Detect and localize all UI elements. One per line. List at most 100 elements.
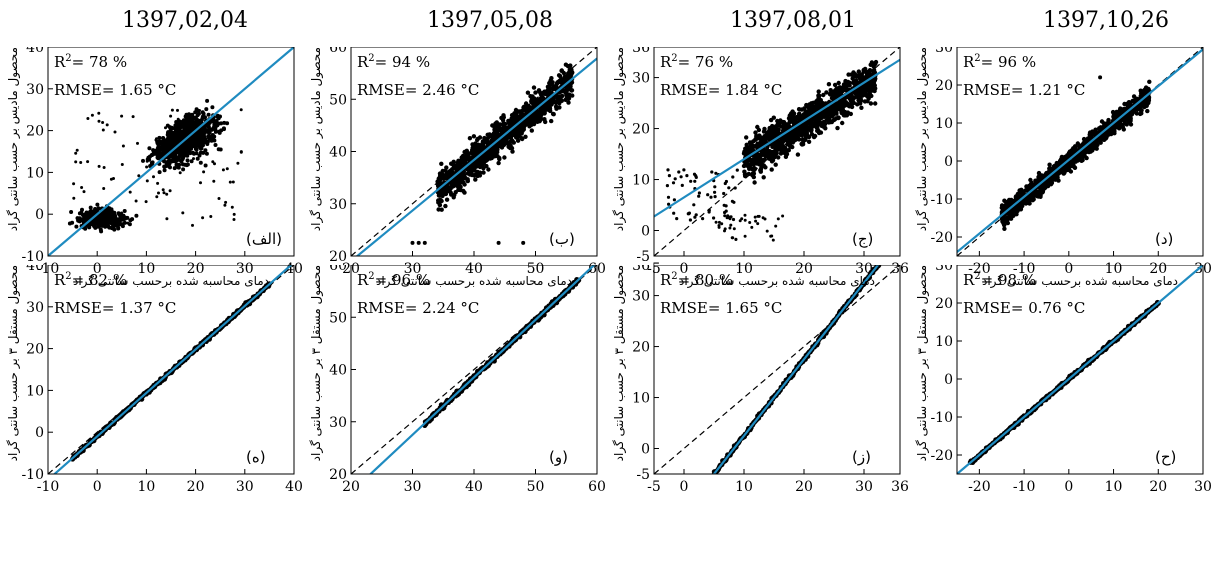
data-point xyxy=(858,98,863,103)
scatter-panel-1 xyxy=(48,47,294,256)
data-point xyxy=(864,86,869,91)
data-point xyxy=(753,153,759,158)
data-point xyxy=(161,136,166,141)
data-point xyxy=(560,93,565,99)
panel-label: (د) xyxy=(1155,230,1174,248)
data-point xyxy=(165,217,169,221)
data-point xyxy=(217,129,222,134)
data-point xyxy=(181,211,185,215)
scatter-panel-4 xyxy=(957,47,1203,256)
data-point xyxy=(701,217,705,221)
identity-line xyxy=(351,47,597,256)
data-point xyxy=(147,146,152,151)
data-point xyxy=(189,159,194,164)
y-tick-label: 0 xyxy=(641,224,650,240)
data-point xyxy=(162,148,166,152)
data-point xyxy=(1130,98,1135,104)
data-point xyxy=(191,223,194,227)
data-point xyxy=(130,217,135,222)
data-point xyxy=(730,236,734,240)
data-point xyxy=(169,125,174,130)
data-point xyxy=(82,190,86,194)
data-point xyxy=(856,69,861,74)
data-point xyxy=(199,117,204,122)
data-point xyxy=(801,114,806,119)
data-point xyxy=(196,111,201,116)
data-point xyxy=(836,80,841,86)
data-point xyxy=(199,181,202,185)
data-point xyxy=(832,82,838,88)
data-point xyxy=(1043,185,1048,190)
data-point xyxy=(1023,201,1029,206)
data-point xyxy=(826,82,832,87)
data-point xyxy=(123,216,127,221)
data-point xyxy=(460,156,466,161)
data-point xyxy=(1049,179,1054,184)
data-point xyxy=(828,92,833,97)
data-point xyxy=(156,140,161,145)
data-point xyxy=(846,94,852,99)
data-point xyxy=(145,165,149,169)
data-point xyxy=(69,210,74,214)
data-point xyxy=(680,183,684,187)
data-point xyxy=(524,109,529,114)
data-point xyxy=(516,134,521,139)
data-point xyxy=(169,154,174,159)
data-point xyxy=(507,141,512,146)
data-point xyxy=(193,110,198,115)
data-point xyxy=(136,141,139,145)
data-point xyxy=(72,196,76,200)
data-point xyxy=(117,222,122,227)
data-point xyxy=(667,202,671,206)
data-point xyxy=(765,229,769,233)
data-point xyxy=(156,156,161,161)
data-point xyxy=(491,153,496,159)
data-point xyxy=(157,170,162,175)
data-point xyxy=(522,123,528,128)
data-point xyxy=(773,162,778,167)
data-point xyxy=(74,224,79,229)
data-point xyxy=(176,108,179,112)
data-point xyxy=(484,163,489,169)
data-point xyxy=(550,111,556,117)
data-point xyxy=(471,134,477,139)
rmse-label: RMSE= 2.46 °C xyxy=(357,81,480,99)
data-point xyxy=(470,147,475,153)
r2-symbol: R xyxy=(357,53,369,71)
data-point xyxy=(110,210,115,215)
data-point xyxy=(176,134,180,138)
data-point xyxy=(1139,111,1144,116)
data-point xyxy=(206,112,211,117)
data-point xyxy=(861,69,866,74)
points-group xyxy=(410,62,575,245)
data-point xyxy=(410,240,415,245)
data-point xyxy=(464,152,469,157)
data-point xyxy=(164,126,167,130)
data-point xyxy=(1128,115,1133,120)
data-point xyxy=(203,163,208,168)
data-point xyxy=(771,238,775,242)
y-tick-label: 20 xyxy=(26,124,44,140)
data-point xyxy=(162,191,166,195)
data-point xyxy=(239,150,243,154)
data-point xyxy=(720,222,724,226)
data-point xyxy=(102,166,106,169)
points-group xyxy=(67,98,243,234)
data-point xyxy=(483,154,488,160)
data-point xyxy=(766,150,771,155)
data-point xyxy=(99,229,104,234)
data-point xyxy=(712,216,716,220)
data-point xyxy=(771,115,776,120)
data-point xyxy=(840,120,845,126)
data-point xyxy=(165,137,170,142)
data-point xyxy=(422,240,427,245)
data-point xyxy=(480,146,485,152)
data-point xyxy=(194,141,198,146)
data-point xyxy=(751,165,757,171)
data-point xyxy=(154,138,158,142)
data-point xyxy=(172,133,177,138)
data-point xyxy=(665,184,669,188)
data-point xyxy=(563,97,568,102)
data-point xyxy=(549,118,554,124)
data-point xyxy=(831,95,837,100)
